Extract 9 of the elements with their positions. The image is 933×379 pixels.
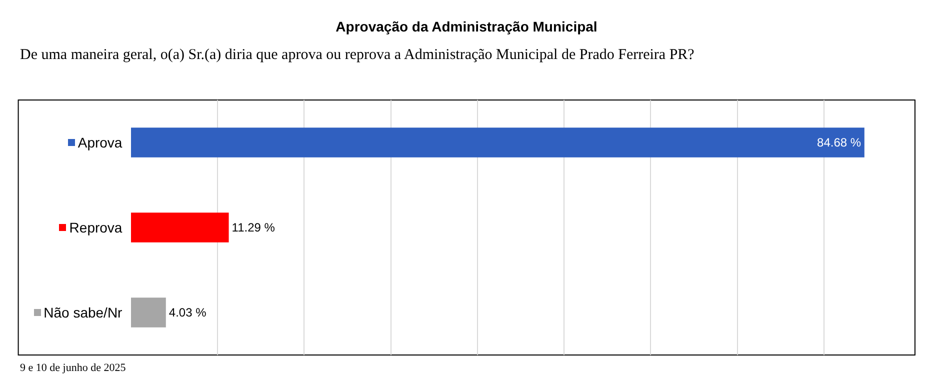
chart-title: Aprovação da Administração Municipal [336,18,598,34]
chart-subtitle: De uma maneira geral, o(a) Sr.(a) diria que aprova ou reprova a Administração Municipal de Prado Ferreira PR? [20,47,695,63]
y-tick-label: Reprova [69,219,130,236]
data-label: 11.29 % [232,220,276,235]
data-label: 84.68 % [817,136,862,150]
text: 9 e 10 de junho de 2025 [20,362,126,374]
y-tick-label: Não sabe/Nr [44,304,130,320]
y-tick-label: Aprova [78,134,130,150]
data-label: 4.03 % [168,306,207,320]
